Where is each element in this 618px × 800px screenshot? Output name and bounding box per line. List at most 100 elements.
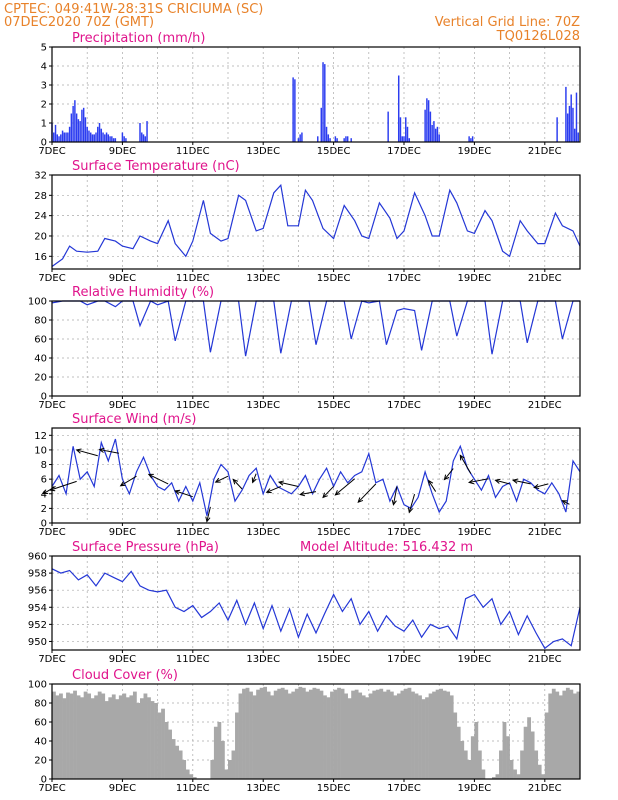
cloud-bar xyxy=(481,769,486,779)
precip-bar xyxy=(424,109,426,142)
x-tick-label: 15DEC xyxy=(317,527,351,538)
y-tick-label: 40 xyxy=(34,737,47,748)
precip-bar xyxy=(556,117,558,142)
cloud-bar xyxy=(527,717,532,779)
y-tick-label: 0 xyxy=(41,519,47,530)
cloud-bar xyxy=(477,750,482,779)
cloud-bar xyxy=(562,690,567,779)
x-tick-label: 21DEC xyxy=(528,400,562,411)
cloud-bar xyxy=(298,686,303,779)
model-altitude-label: Model Altitude: 516.432 m xyxy=(300,540,473,555)
plot-frame xyxy=(51,555,581,651)
wind-arrow-shaft xyxy=(206,506,211,522)
cloud-bar xyxy=(168,729,172,779)
x-tick-label: 11DEC xyxy=(176,400,210,411)
precip-bar xyxy=(100,128,103,142)
cloud-bar xyxy=(375,689,380,779)
cloud-bar xyxy=(150,701,155,779)
precip-bar xyxy=(406,126,409,142)
y-tick-label: 5 xyxy=(41,43,47,54)
wind-arrow-shaft xyxy=(459,455,472,474)
precip-bar xyxy=(72,105,74,142)
y-tick-label: 28 xyxy=(34,191,47,202)
y-tick-label: 40 xyxy=(34,354,47,365)
x-tick-label: 19DEC xyxy=(458,146,492,157)
wind-arrow-shaft xyxy=(562,500,570,505)
cloud-bar xyxy=(523,726,528,779)
precip-bar xyxy=(86,126,88,142)
cloud-bar xyxy=(439,688,444,779)
cloud-bar xyxy=(115,699,120,779)
cloud-bar xyxy=(396,693,401,779)
cloud-bar xyxy=(235,712,239,779)
x-tick-label: 11DEC xyxy=(176,146,210,157)
x-tick-label: 17DEC xyxy=(387,400,421,411)
wind-arrow-head xyxy=(561,500,568,506)
precip-bar xyxy=(566,113,569,142)
precip-bar xyxy=(471,136,474,142)
precip-bar xyxy=(403,136,405,142)
y-tick-label: 3 xyxy=(41,81,47,92)
cloud-bar xyxy=(548,693,553,779)
x-tick-label: 17DEC xyxy=(387,783,421,794)
cloud-bar xyxy=(534,750,539,779)
precip-bar xyxy=(105,132,108,142)
cloud-bar xyxy=(263,686,268,779)
wind-arrow-head xyxy=(511,478,519,484)
cloud-bar xyxy=(467,760,472,779)
x-tick-label: 7DEC xyxy=(38,783,65,794)
precip-bar xyxy=(408,138,411,142)
precip-bar xyxy=(144,136,147,142)
precip-bar xyxy=(111,136,113,142)
cloud-bar xyxy=(284,689,289,779)
wind-arrow xyxy=(511,478,531,485)
wind-arrow-shaft xyxy=(50,480,77,491)
precip-bar xyxy=(387,111,389,142)
cloud-bar xyxy=(94,695,99,779)
wind-arrow-shaft xyxy=(252,473,257,483)
cloud-bar xyxy=(530,731,535,779)
cloud-bar xyxy=(425,697,429,779)
cloud-bar xyxy=(389,691,394,779)
precip-bar xyxy=(53,132,55,142)
header-station: CPTEC: 049:41W-28:31S CRICIUMA (SC) xyxy=(4,2,263,17)
y-tick-label: 0 xyxy=(41,775,47,786)
cloud-bar xyxy=(97,691,102,779)
wind-arrow-shaft xyxy=(215,475,229,483)
wind-arrow xyxy=(75,448,98,457)
precipitation-panel: 0 1 2 3 4 5 7DEC 9DEC 11DEC 13DEC 15DEC 17DEC 19DEC 2… xyxy=(38,31,581,157)
precip-bar xyxy=(292,77,294,142)
humidity-panel: 0 20 40 60 80 100 7DEC 9DEC 11DEC 13DEC 15DEC 17DEC… xyxy=(28,285,581,411)
precip-bar xyxy=(74,100,76,142)
y-tick-label: 2 xyxy=(41,504,47,515)
wind-arrow xyxy=(214,475,229,483)
precip-bar xyxy=(102,132,104,142)
wind-arrow xyxy=(407,493,416,514)
precip-bar xyxy=(112,138,115,142)
y-tick-label: 60 xyxy=(34,335,47,346)
cloud-bar xyxy=(305,691,310,779)
precip-bar xyxy=(63,132,66,142)
cloud-bar xyxy=(238,693,243,779)
wind-arrow-shaft xyxy=(469,478,489,483)
y-tick-label: 6 xyxy=(41,475,47,486)
precip-bar xyxy=(82,107,85,142)
precip-bar xyxy=(79,121,81,142)
wind-arrow-shaft xyxy=(335,478,356,496)
wind-arrow xyxy=(443,468,454,481)
precip-bar xyxy=(329,138,331,142)
precip-bar xyxy=(297,138,300,142)
cloud-bar xyxy=(266,691,271,779)
cloud-bar xyxy=(386,689,391,779)
wind-arrow xyxy=(533,483,549,490)
wind-panel: 0 2 4 6 8 10 12 7DEC 9DEC 11DEC 13DEC 15DEC 17DEC 19D… xyxy=(34,412,581,538)
cloud-bar xyxy=(330,691,334,779)
x-tick-label: 19DEC xyxy=(458,654,492,665)
cloud-bar xyxy=(358,692,363,779)
cloud-bar xyxy=(414,693,419,779)
cloud-bar xyxy=(400,690,405,779)
x-tick-label: 15DEC xyxy=(317,146,351,157)
y-tick-label: 1 xyxy=(41,119,47,130)
humidity-series-line xyxy=(51,300,580,357)
